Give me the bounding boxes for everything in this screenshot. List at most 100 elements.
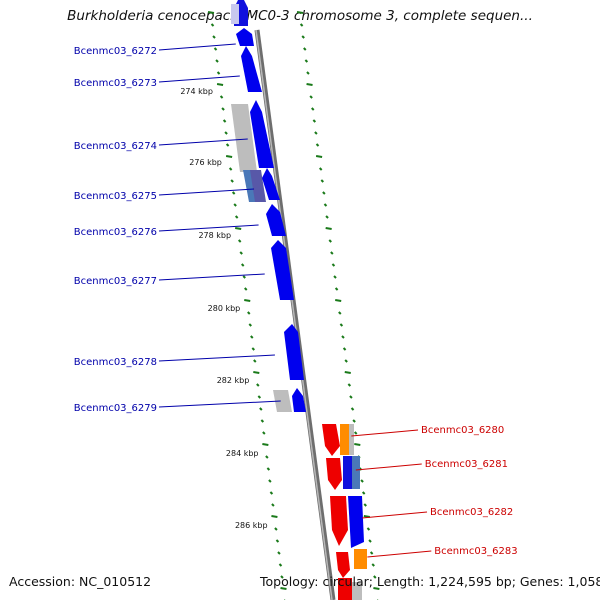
label-leader-line <box>362 511 428 519</box>
tick-mark <box>334 287 339 291</box>
forward-strand-genes <box>231 0 306 412</box>
label-leader-line <box>158 138 248 146</box>
tick-mark <box>257 395 262 399</box>
map-title: Burkholderia cenocepacia MC0-3 chromosom… <box>67 8 533 24</box>
tick-mark <box>339 323 344 327</box>
tick-mark <box>219 95 224 99</box>
gene-label[interactable]: Bcenmc03_6280 <box>421 425 504 436</box>
genome-backbone <box>254 29 336 600</box>
tick-mark <box>230 179 234 183</box>
gene-arrow <box>322 424 340 456</box>
tick-mark <box>207 11 215 14</box>
tick-mark <box>212 35 216 39</box>
right-gene-labels: Bcenmc03_6280 Bcenmc03_6281 Bcenmc03_6282 B… <box>351 425 518 558</box>
tick-mark <box>303 47 307 51</box>
kbp-label: 280 kbp <box>208 304 241 313</box>
gene-label[interactable]: Bcenmc03_6276 <box>74 227 157 238</box>
tick-mark <box>344 359 348 363</box>
gene-block <box>340 424 349 455</box>
tick-mark <box>368 539 372 543</box>
tick-mark <box>213 47 218 51</box>
tick-mark <box>262 431 266 435</box>
gene-label[interactable]: Bcenmc03_6275 <box>74 191 157 202</box>
tick-mark <box>250 335 254 339</box>
tick-mark <box>234 215 239 219</box>
tick-mark <box>216 71 221 75</box>
gene-label[interactable]: Bcenmc03_6272 <box>74 46 157 57</box>
kbp-label: 274 kbp <box>180 87 213 96</box>
gene-arrow <box>326 458 342 490</box>
gene-label[interactable]: Bcenmc03_6281 <box>425 459 508 470</box>
tick-mark <box>296 11 304 14</box>
label-leader-line <box>158 43 236 51</box>
tick-mark <box>311 107 315 111</box>
tick-mark <box>352 419 356 423</box>
tick-rings <box>207 11 380 600</box>
tick-mark <box>347 383 352 387</box>
tick-mark <box>271 503 275 507</box>
gene-arrow <box>250 100 274 168</box>
tick-mark <box>266 467 271 471</box>
tick-mark <box>360 479 364 483</box>
tick-mark <box>325 215 329 219</box>
tick-mark <box>239 251 243 255</box>
tick-mark <box>361 491 366 495</box>
tick-mark <box>330 251 334 255</box>
tick-mark <box>278 563 283 567</box>
gene-label[interactable]: Bcenmc03_6283 <box>434 546 517 557</box>
label-leader-line <box>158 354 275 362</box>
label-leader-line <box>351 429 419 437</box>
tick-mark <box>341 335 345 339</box>
gene-label[interactable]: Bcenmc03_6273 <box>74 78 157 89</box>
gene-label[interactable]: Bcenmc03_6282 <box>430 507 513 518</box>
tick-mark <box>318 167 323 171</box>
tick-mark <box>248 323 252 327</box>
tick-mark <box>369 551 374 555</box>
tick-mark <box>333 275 337 279</box>
tick-mark <box>315 143 320 147</box>
tick-mark <box>312 119 317 123</box>
tick-mark <box>228 167 233 171</box>
gene-arrow <box>336 552 350 578</box>
gene-label[interactable]: Bcenmc03_6274 <box>74 141 157 152</box>
tick-mark <box>225 155 233 158</box>
tick-mark <box>363 515 371 518</box>
gene-arrow <box>241 46 262 92</box>
tick-mark <box>354 431 358 435</box>
tick-mark <box>221 107 225 111</box>
kbp-ticks: 274 kbp 276 kbp 278 kbp 280 kbp 282 kbp 284 k… <box>180 87 267 530</box>
tick-mark <box>338 311 342 315</box>
tick-mark <box>233 203 237 207</box>
gene-label[interactable]: Bcenmc03_6277 <box>74 276 157 287</box>
tick-mark <box>323 203 328 207</box>
tick-mark <box>325 227 332 230</box>
left-gene-labels: Bcenmc03_6272 Bcenmc03_6273 Bcenmc03_6274 B… <box>74 43 281 414</box>
label-leader-line <box>355 463 422 471</box>
tick-mark <box>241 263 245 267</box>
tick-mark <box>299 23 304 27</box>
gene-label[interactable]: Bcenmc03_6279 <box>74 403 157 414</box>
topology-summary: Topology: circular; Length: 1,224,595 bp… <box>260 574 600 589</box>
tick-mark <box>331 263 336 267</box>
tick-mark <box>222 119 227 123</box>
tick-mark <box>242 275 246 279</box>
reverse-strand-genes <box>322 424 367 600</box>
tick-mark <box>215 59 219 63</box>
tick-mark <box>350 407 355 411</box>
gene-arrow <box>292 388 306 412</box>
gene-arrow <box>348 496 364 548</box>
tick-mark <box>268 479 272 483</box>
gene-label[interactable]: Bcenmc03_6278 <box>74 357 157 368</box>
label-leader-line <box>158 273 265 281</box>
gene-arrow <box>330 496 348 546</box>
gene-arrow <box>262 168 280 200</box>
tick-mark <box>304 59 309 63</box>
tick-mark <box>253 371 260 374</box>
label-leader-line <box>367 550 432 558</box>
tick-mark <box>354 443 361 446</box>
tick-mark <box>269 491 274 495</box>
tick-mark <box>224 131 228 135</box>
gene-block <box>354 549 367 569</box>
gene-arrow <box>284 324 304 380</box>
tick-mark <box>366 527 371 531</box>
